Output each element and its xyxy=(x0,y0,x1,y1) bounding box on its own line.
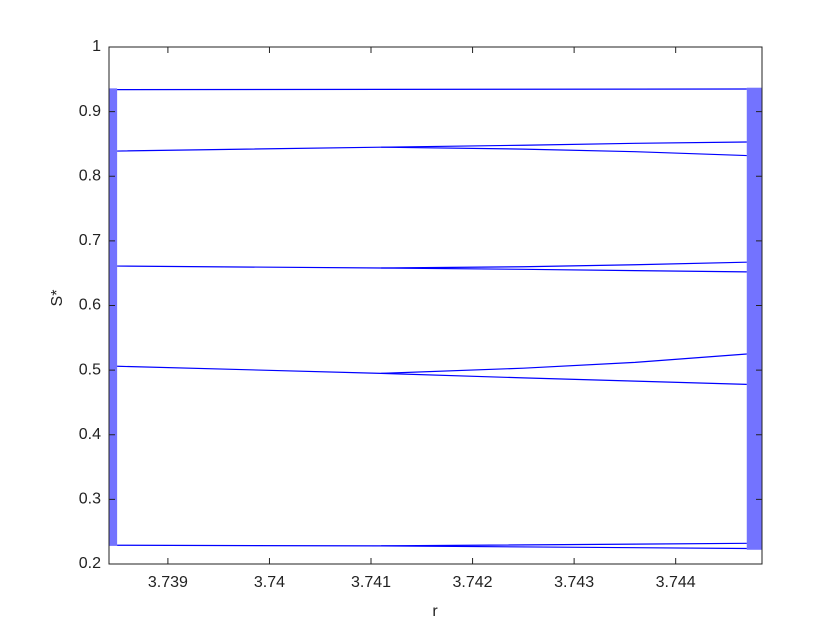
x-tick-label: 3.74 xyxy=(254,574,285,591)
y-tick-label: 0.3 xyxy=(79,491,101,508)
x-tick-label: 3.742 xyxy=(453,574,493,591)
y-tick-label: 0.2 xyxy=(79,555,101,572)
x-tick-label: 3.744 xyxy=(656,574,696,591)
branch-line xyxy=(117,88,747,91)
branch-line xyxy=(117,261,747,269)
y-axis-label: S* xyxy=(49,290,66,307)
y-tick-label: 0.4 xyxy=(79,426,101,443)
y-tick-label: 1 xyxy=(92,38,101,55)
y-tick-label: 0.7 xyxy=(79,232,101,249)
x-tick-label: 3.739 xyxy=(148,574,188,591)
x-tick-label: 3.743 xyxy=(554,574,594,591)
branch-line xyxy=(381,267,747,273)
chaotic-band xyxy=(746,87,762,550)
y-tick-label: 0.9 xyxy=(79,103,101,120)
y-tick-label: 0.5 xyxy=(79,361,101,378)
chaotic-band xyxy=(109,88,118,546)
branch-line xyxy=(117,141,747,152)
branch-line xyxy=(381,372,747,385)
x-tick-label: 3.741 xyxy=(351,574,391,591)
branch-line xyxy=(117,353,747,374)
branch-line xyxy=(381,146,747,157)
y-tick-label: 0.8 xyxy=(79,167,101,184)
y-tick-label: 0.6 xyxy=(79,297,101,314)
x-axis-label: r xyxy=(432,603,438,620)
branch-line xyxy=(381,545,747,550)
